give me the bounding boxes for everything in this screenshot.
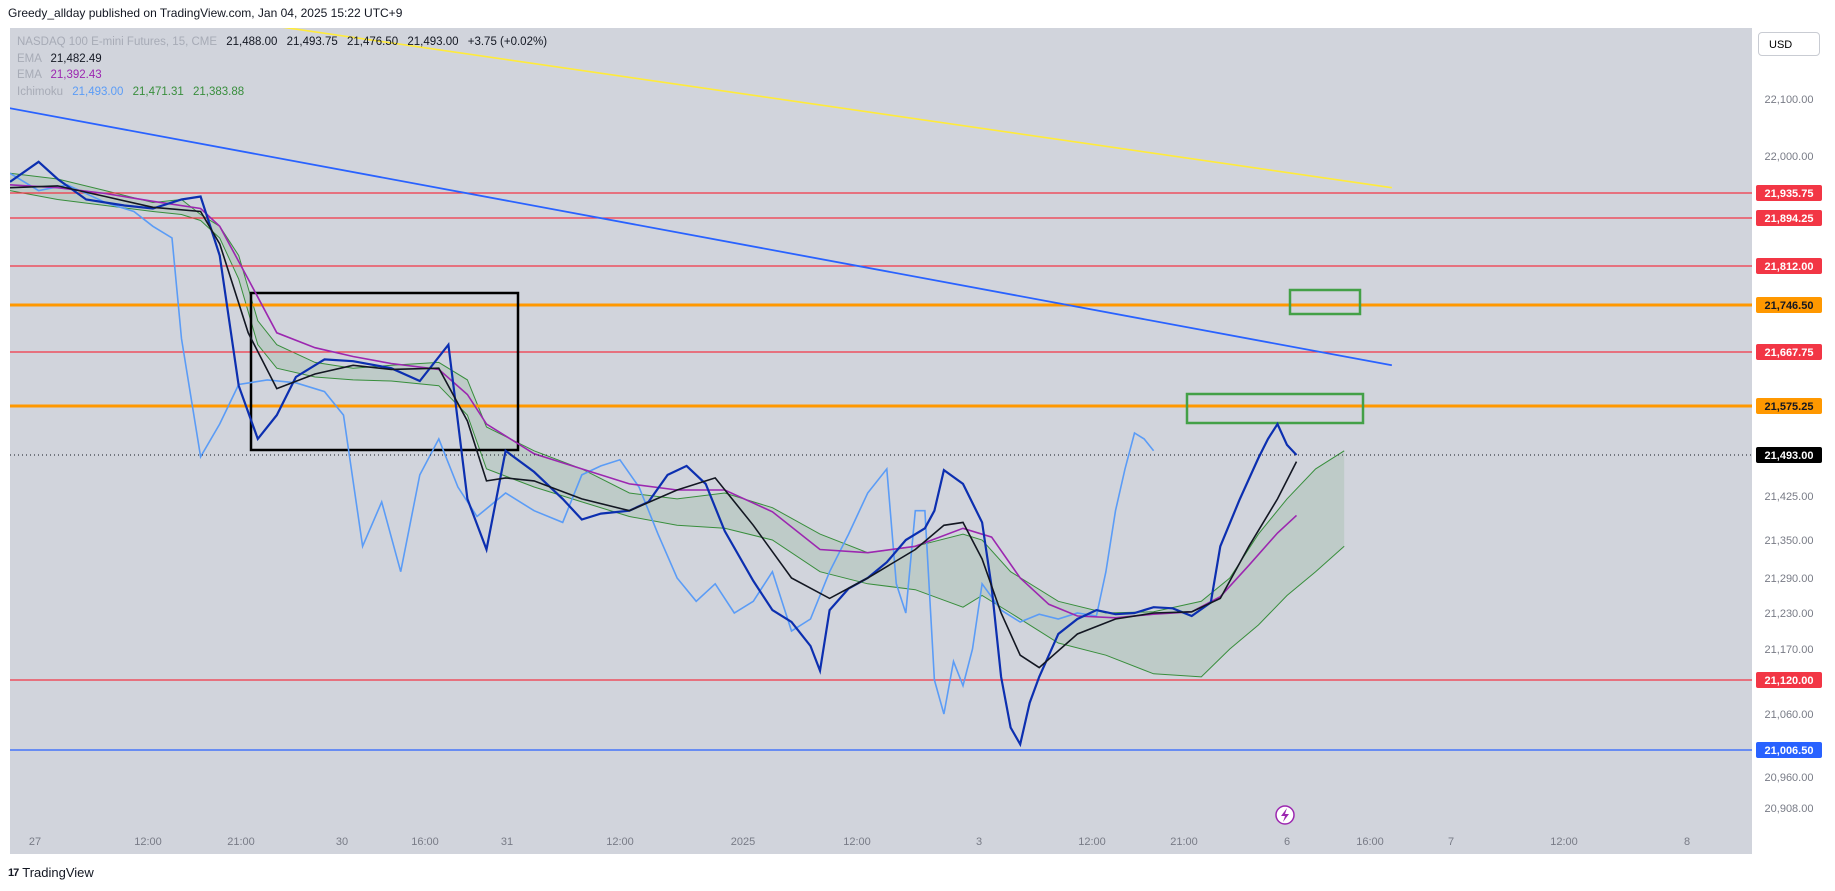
target-box-upper [1288, 288, 1362, 316]
level-tag-0 [1756, 185, 1822, 201]
level-tag-1 [1756, 210, 1822, 226]
ichimoku-label: Ichimoku [17, 85, 64, 98]
x-tick-label-12: 6 [1284, 836, 1290, 848]
footer-brand: TradingView [22, 865, 94, 880]
ichimoku-value-3: 21,383.88 [192, 85, 245, 98]
ohlc-open: 21,488.00 [226, 36, 278, 48]
trendlines [10, 28, 1393, 367]
level-tag-6 [1756, 672, 1822, 688]
legend: NASDAQ 100 E-mini Futures, 15, CME 21,48… [17, 34, 547, 100]
ohlc-close: 21,493.00 [407, 36, 459, 48]
x-tick-label-14: 7 [1448, 836, 1454, 848]
x-tick-label-1: 12:00 [134, 836, 162, 848]
level-tag-4 [1756, 344, 1822, 360]
level-label-6: 21,120.00 [1765, 675, 1814, 687]
level-tag-5 [1756, 398, 1822, 414]
x-tick-label-9: 3 [976, 836, 982, 848]
level-label-3: 21,746.50 [1765, 300, 1814, 312]
level-label-4: 21,667.75 [1765, 347, 1814, 359]
x-tick-label-11: 21:00 [1170, 836, 1198, 848]
ichimoku-cloud [10, 172, 1345, 678]
x-tick-label-10: 12:00 [1078, 836, 1106, 848]
chart-plot-area[interactable] [10, 28, 1752, 854]
indicator-lines [10, 160, 1298, 748]
ohlc-high: 21,493.75 [286, 36, 338, 48]
x-tick-label-5: 31 [501, 836, 513, 848]
ohlc-low: 21,476.50 [347, 36, 399, 48]
level-label-7: 21,006.50 [1765, 745, 1814, 757]
y-tick-label-7: 21,060.00 [1765, 709, 1814, 721]
tradingview-logo-icon: 17 [8, 866, 19, 879]
last-price-label: 21,493.00 [1765, 450, 1814, 462]
price-labels: 21,935.75 21,894.25 21,812.00 21,746.50 21,6… [1756, 185, 1822, 758]
x-tick-label-4: 16:00 [411, 836, 439, 848]
x-tick-label-7: 2025 [731, 836, 755, 848]
y-tick-label-4: 21,290.00 [1765, 573, 1814, 585]
x-tick-label-8: 12:00 [843, 836, 871, 848]
y-tick-label-9: 20,908.00 [1765, 803, 1814, 815]
ichimoku-value-1: 21,493.00 [72, 85, 124, 98]
ema2-value: 21,392.43 [50, 69, 102, 81]
horizontal-levels [10, 192, 1752, 751]
level-tag-3 [1756, 297, 1822, 313]
last-price-tag [1756, 447, 1822, 463]
price-line [10, 160, 1298, 748]
x-tick-label-3: 30 [336, 836, 348, 848]
ema-fast-line [10, 185, 1298, 669]
cloud-span-b [10, 190, 1345, 678]
ohlc-change: +3.75 (+0.02%) [467, 36, 548, 48]
y-tick-label-8: 20,960.00 [1765, 772, 1814, 784]
level-label-0: 21,935.75 [1765, 188, 1814, 200]
price-axis[interactable]: 22,100.00 22,000.00 21,425.00 21,350.00 21,2… [1765, 94, 1814, 815]
trendline-blue [10, 107, 1393, 367]
y-tick-label-0: 22,100.00 [1765, 94, 1814, 106]
ema1-label: EMA [17, 52, 42, 65]
symbol-name: NASDAQ 100 E-mini Futures, 15, CME [17, 36, 218, 48]
consolidation-box [249, 291, 520, 452]
lagging-span-line [10, 172, 1155, 715]
x-tick-label-0: 27 [29, 836, 41, 848]
cloud-span-a [10, 172, 1345, 614]
level-label-5: 21,575.25 [1765, 401, 1814, 413]
drawn-boxes [249, 288, 1365, 452]
time-axis[interactable]: 27 12:00 21:00 30 16:00 31 12:00 2025 12:00 3 12:0… [29, 836, 1690, 848]
x-tick-label-13: 16:00 [1356, 836, 1384, 848]
lightning-icon[interactable] [1275, 805, 1295, 825]
target-box-lower [1185, 392, 1365, 425]
level-tag-7 [1756, 742, 1822, 758]
level-tag-2 [1756, 258, 1822, 274]
x-tick-label-15: 12:00 [1550, 836, 1578, 848]
publisher-line: Greedy_allday published on TradingView.c… [8, 6, 403, 20]
level-label-2: 21,812.00 [1765, 261, 1814, 273]
y-tick-label-2: 21,425.00 [1765, 491, 1814, 503]
trendline-yellow [282, 28, 1392, 189]
y-tick-label-5: 21,230.00 [1765, 608, 1814, 620]
x-tick-label-2: 21:00 [227, 836, 255, 848]
ema1-value: 21,482.49 [50, 52, 102, 65]
cloud-fill [10, 173, 1345, 677]
y-tick-label-3: 21,350.00 [1765, 535, 1814, 547]
x-tick-label-6: 12:00 [606, 836, 634, 848]
ichimoku-value-2: 21,471.31 [132, 85, 184, 98]
y-tick-label-1: 22,000.00 [1765, 151, 1814, 163]
ema2-label: EMA [17, 69, 42, 81]
y-tick-label-6: 21,170.00 [1765, 644, 1814, 656]
x-tick-label-16: 8 [1684, 836, 1690, 848]
currency-button[interactable]: USD [1758, 32, 1820, 56]
tradingview-footer: 17 TradingView [8, 865, 94, 880]
level-label-1: 21,894.25 [1765, 213, 1814, 225]
ema-slow-line [10, 184, 1298, 619]
